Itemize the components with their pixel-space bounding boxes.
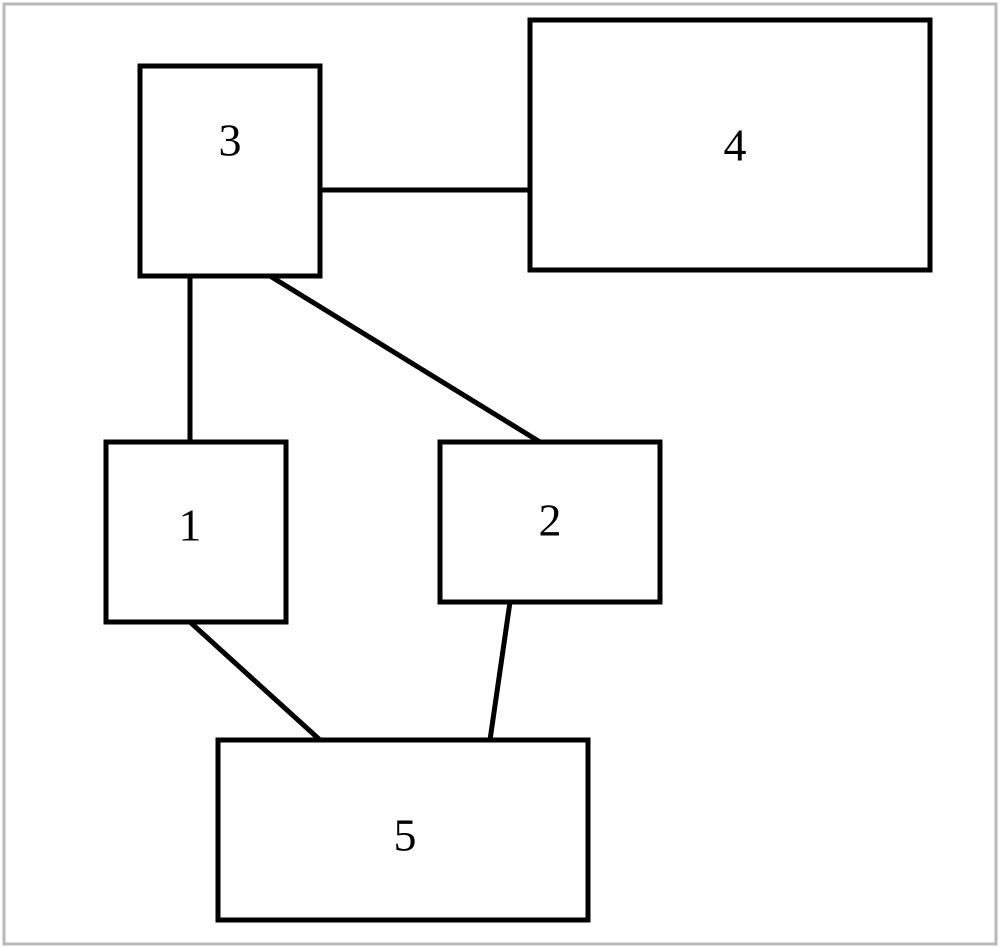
node-n1: 1 [106,442,286,622]
node-label-n5: 5 [394,810,417,861]
node-label-n2: 2 [539,495,562,546]
node-label-n3: 3 [219,115,242,166]
node-n4: 4 [530,20,930,270]
node-n5: 5 [218,740,588,920]
node-n3: 3 [140,66,320,276]
block-diagram: 3 4 1 2 5 [0,0,1000,948]
node-label-n1: 1 [179,500,202,551]
node-n2: 2 [440,442,660,602]
node-label-n4: 4 [724,120,747,171]
node-rect-n3 [140,66,320,276]
